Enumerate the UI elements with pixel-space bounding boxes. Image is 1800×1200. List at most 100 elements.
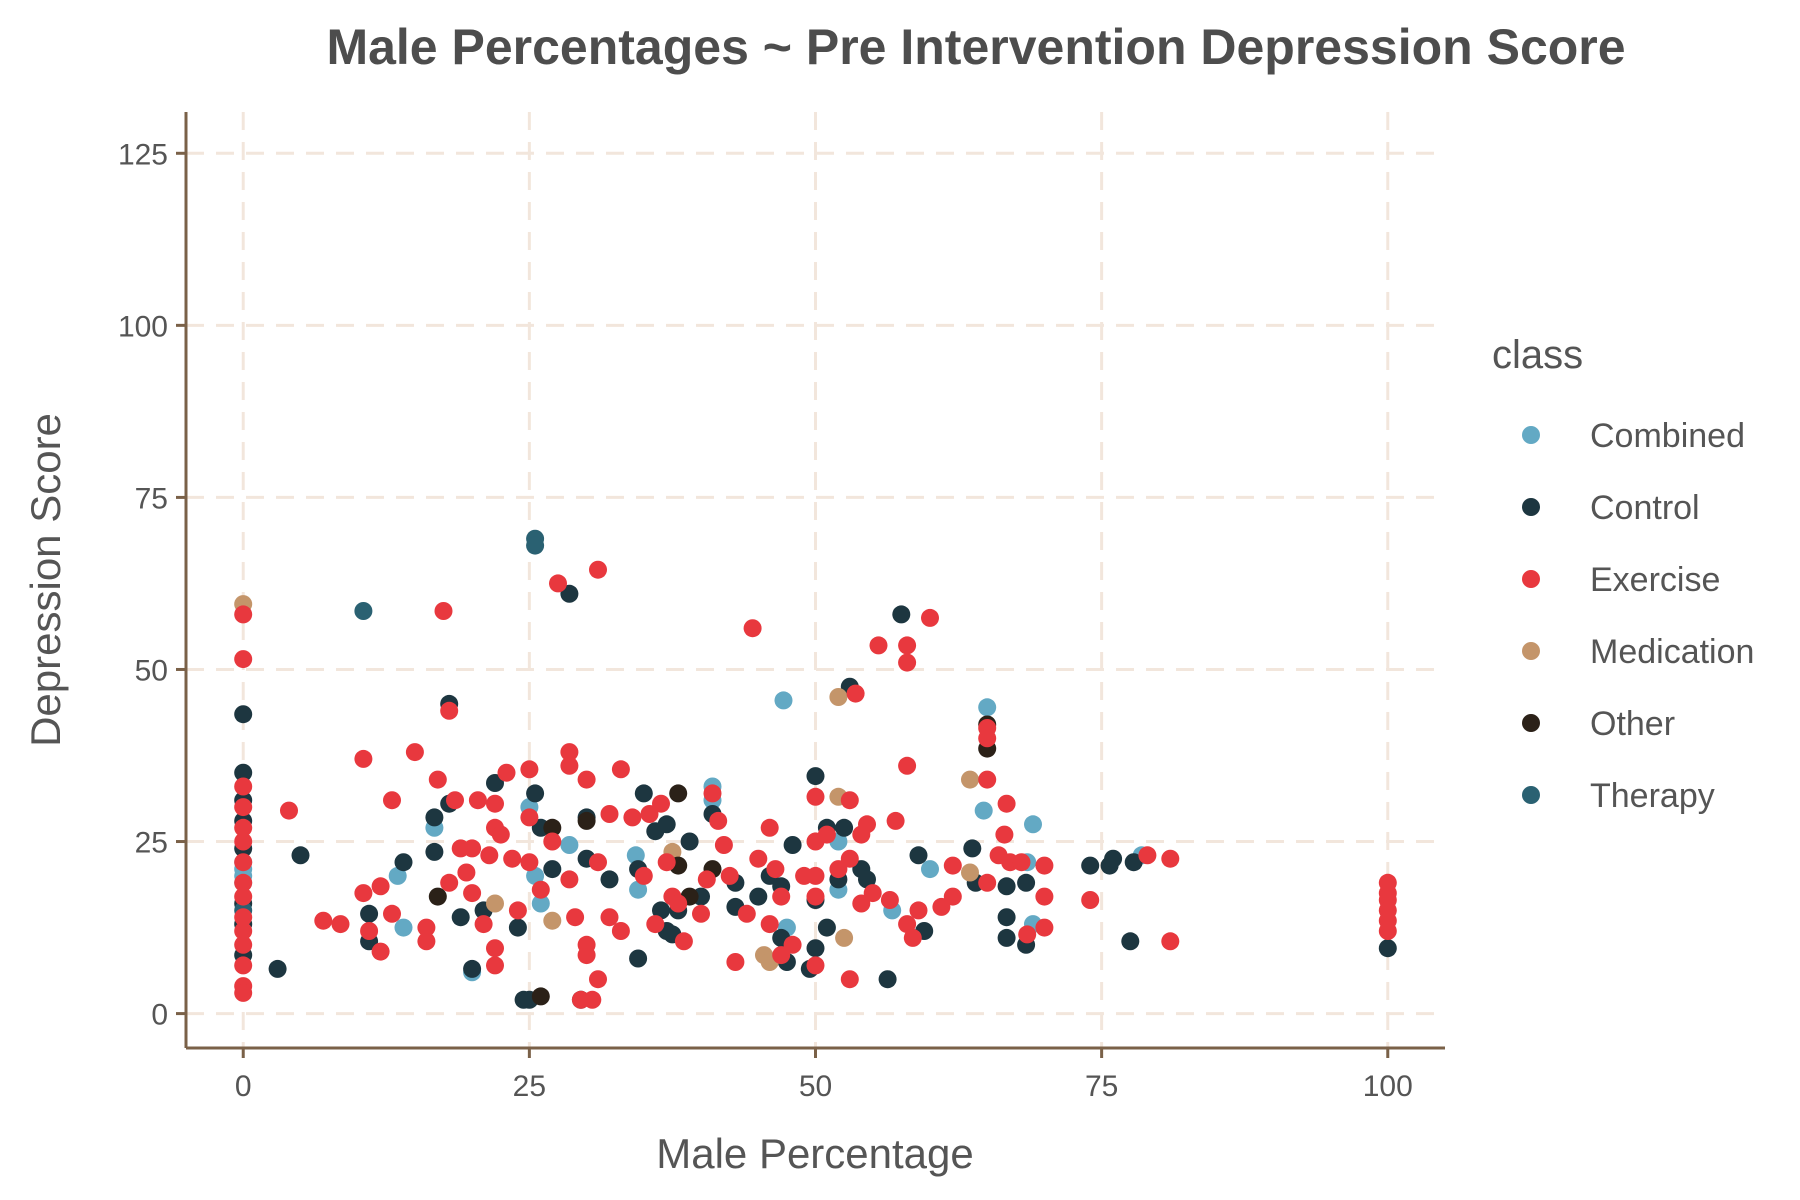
legend-label: Control — [1590, 489, 1700, 527]
data-point — [629, 880, 648, 899]
data-point — [486, 894, 504, 913]
data-point — [963, 839, 982, 858]
data-point — [714, 836, 733, 854]
data-point — [234, 832, 253, 851]
data-point — [652, 794, 670, 813]
data-point — [486, 956, 504, 975]
data-point — [692, 904, 710, 923]
data-point — [858, 870, 876, 889]
data-point — [480, 846, 499, 865]
data-point — [600, 805, 619, 823]
data-point — [428, 770, 447, 789]
data-point — [869, 636, 888, 655]
data-point — [774, 691, 793, 710]
data-point — [657, 853, 676, 872]
data-point — [383, 791, 401, 810]
data-point — [508, 918, 527, 937]
data-point — [766, 860, 785, 879]
data-point — [840, 791, 859, 810]
data-point — [520, 853, 539, 872]
data-point — [234, 705, 253, 724]
data-point — [1024, 815, 1042, 834]
x-axis-title: Male Percentage — [656, 1130, 974, 1177]
legend-label: Exercise — [1590, 561, 1720, 599]
data-point — [1081, 856, 1100, 875]
data-point — [543, 860, 562, 879]
data-point — [997, 908, 1016, 927]
data-point — [314, 911, 333, 930]
data-point — [829, 860, 848, 879]
data-point — [1035, 918, 1054, 937]
data-point — [806, 956, 825, 975]
data-point — [520, 760, 539, 779]
legend-marker — [1522, 786, 1540, 804]
data-point — [1017, 873, 1036, 892]
data-point — [531, 987, 550, 1006]
data-point — [371, 942, 390, 961]
data-point — [974, 801, 993, 820]
data-point — [772, 946, 791, 965]
data-point — [543, 832, 562, 851]
legend-label: Other — [1590, 705, 1675, 743]
data-point — [234, 763, 253, 782]
data-point — [863, 884, 882, 903]
data-point — [234, 650, 253, 669]
data-point — [611, 922, 630, 940]
data-point — [898, 636, 917, 655]
data-point — [806, 887, 825, 906]
data-point — [997, 877, 1016, 896]
data-point — [749, 849, 768, 868]
x-tick-label: 25 — [513, 1070, 546, 1103]
data-point — [997, 928, 1016, 947]
data-point — [531, 880, 550, 899]
data-point — [331, 915, 350, 934]
data-point — [783, 935, 802, 954]
data-point — [634, 784, 653, 803]
data-point — [846, 684, 865, 703]
data-point — [806, 767, 825, 786]
data-point — [234, 777, 253, 796]
data-point — [1012, 853, 1031, 872]
data-point — [634, 866, 653, 885]
data-point — [921, 608, 939, 627]
data-point — [909, 846, 928, 865]
data-point — [1138, 846, 1157, 865]
data-point — [709, 811, 728, 830]
data-point — [589, 970, 607, 989]
data-point — [640, 805, 659, 823]
data-point — [772, 887, 791, 906]
data-point — [835, 818, 854, 837]
data-point — [566, 908, 585, 927]
data-point — [1018, 925, 1037, 944]
data-point — [880, 891, 899, 909]
data-point — [760, 915, 779, 934]
data-point — [234, 935, 253, 954]
data-point — [760, 818, 779, 837]
data-point — [543, 911, 562, 930]
data-point — [978, 770, 997, 789]
data-point — [560, 836, 579, 854]
data-point — [520, 808, 539, 827]
data-point — [1035, 856, 1054, 875]
data-point — [652, 901, 670, 920]
legend-item-control: Control — [1522, 489, 1700, 527]
data-point — [903, 928, 922, 947]
data-point — [583, 990, 602, 1009]
legend: class Combined Control Exercise Medication O… — [1492, 333, 1754, 815]
data-point — [1378, 922, 1397, 940]
data-point — [234, 798, 253, 817]
legend-title: class — [1492, 333, 1583, 377]
legend-marker — [1522, 642, 1540, 660]
data-point — [474, 915, 493, 934]
data-point — [720, 866, 739, 885]
data-point — [817, 918, 836, 937]
legend-item-exercise: Exercise — [1522, 561, 1720, 599]
data-point — [543, 818, 562, 837]
data-point — [234, 873, 253, 892]
data-point — [234, 605, 253, 624]
legend-marker — [1522, 714, 1540, 732]
data-point — [457, 863, 476, 882]
data-point — [932, 897, 951, 916]
data-point — [1104, 849, 1123, 868]
